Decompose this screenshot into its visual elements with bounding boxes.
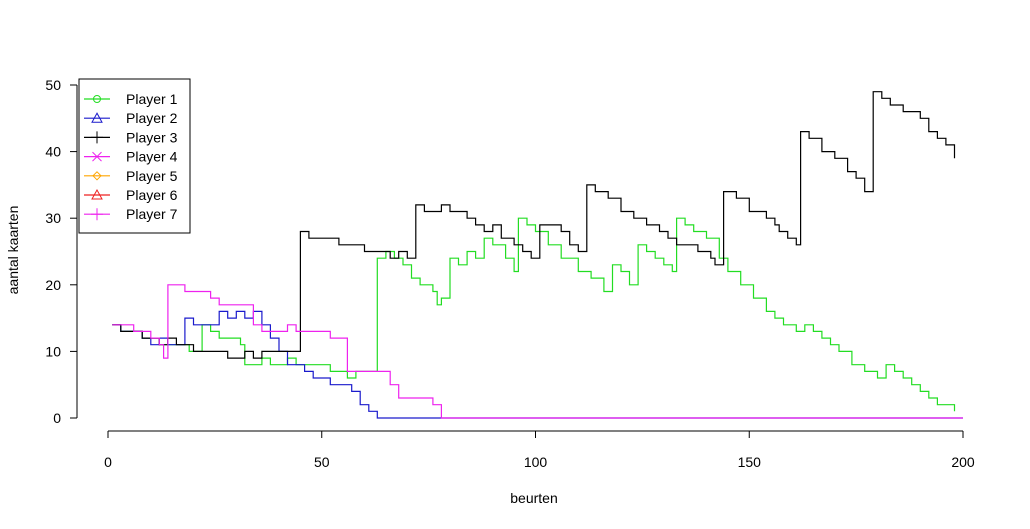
legend-item-label: Player 6	[126, 187, 178, 203]
legend-item: Player 7	[84, 206, 178, 222]
x-tick-label: 200	[951, 454, 975, 470]
legend-item-label: Player 7	[126, 206, 178, 222]
x-tick-label: 0	[104, 454, 112, 470]
legend-item: Player 6	[84, 187, 178, 203]
plus-marker-icon	[91, 208, 103, 221]
legend-item-label: Player 4	[126, 149, 178, 165]
series-line-player-2	[112, 310, 963, 419]
circle-marker-icon	[93, 95, 101, 103]
diamond-marker-icon	[92, 171, 102, 181]
triangle-marker-icon	[91, 188, 103, 200]
series-line-player-3	[112, 91, 956, 359]
x-axis-label: beurten	[510, 490, 557, 506]
legend-item-label: Player 3	[126, 129, 178, 145]
y-tick-label: 20	[45, 277, 61, 293]
x-tick-label: 150	[738, 454, 762, 470]
legend-item: Player 5	[84, 168, 178, 184]
axes: 0 50 100 150 200 0 10 20 30 40 50	[45, 77, 974, 470]
series-line-player-7	[112, 284, 963, 419]
plus-marker-icon	[91, 131, 103, 144]
series-layer	[112, 91, 963, 419]
legend-item-label: Player 2	[126, 110, 178, 126]
legend-item-label: Player 1	[126, 91, 178, 107]
cross-marker-icon	[92, 151, 102, 162]
x-tick-label: 50	[314, 454, 330, 470]
legend-item: Player 2	[84, 110, 178, 126]
y-tick-label: 10	[45, 343, 61, 359]
x-tick-label: 100	[524, 454, 548, 470]
legend-item: Player 3	[84, 129, 178, 145]
legend-item: Player 1	[84, 91, 178, 107]
legend-item: Player 4	[84, 149, 178, 165]
y-tick-label: 50	[45, 77, 61, 93]
y-tick-label: 30	[45, 210, 61, 226]
legend: Player 1 Player 2 Player 3 Player 4 Player 5…	[78, 78, 191, 234]
series-line-player-1	[112, 217, 956, 412]
triangle-marker-icon	[91, 112, 103, 123]
y-tick-label: 40	[45, 144, 61, 160]
y-tick-label: 0	[53, 410, 61, 426]
y-axis-label: aantal kaarten	[5, 206, 21, 295]
legend-item-label: Player 5	[126, 168, 178, 184]
